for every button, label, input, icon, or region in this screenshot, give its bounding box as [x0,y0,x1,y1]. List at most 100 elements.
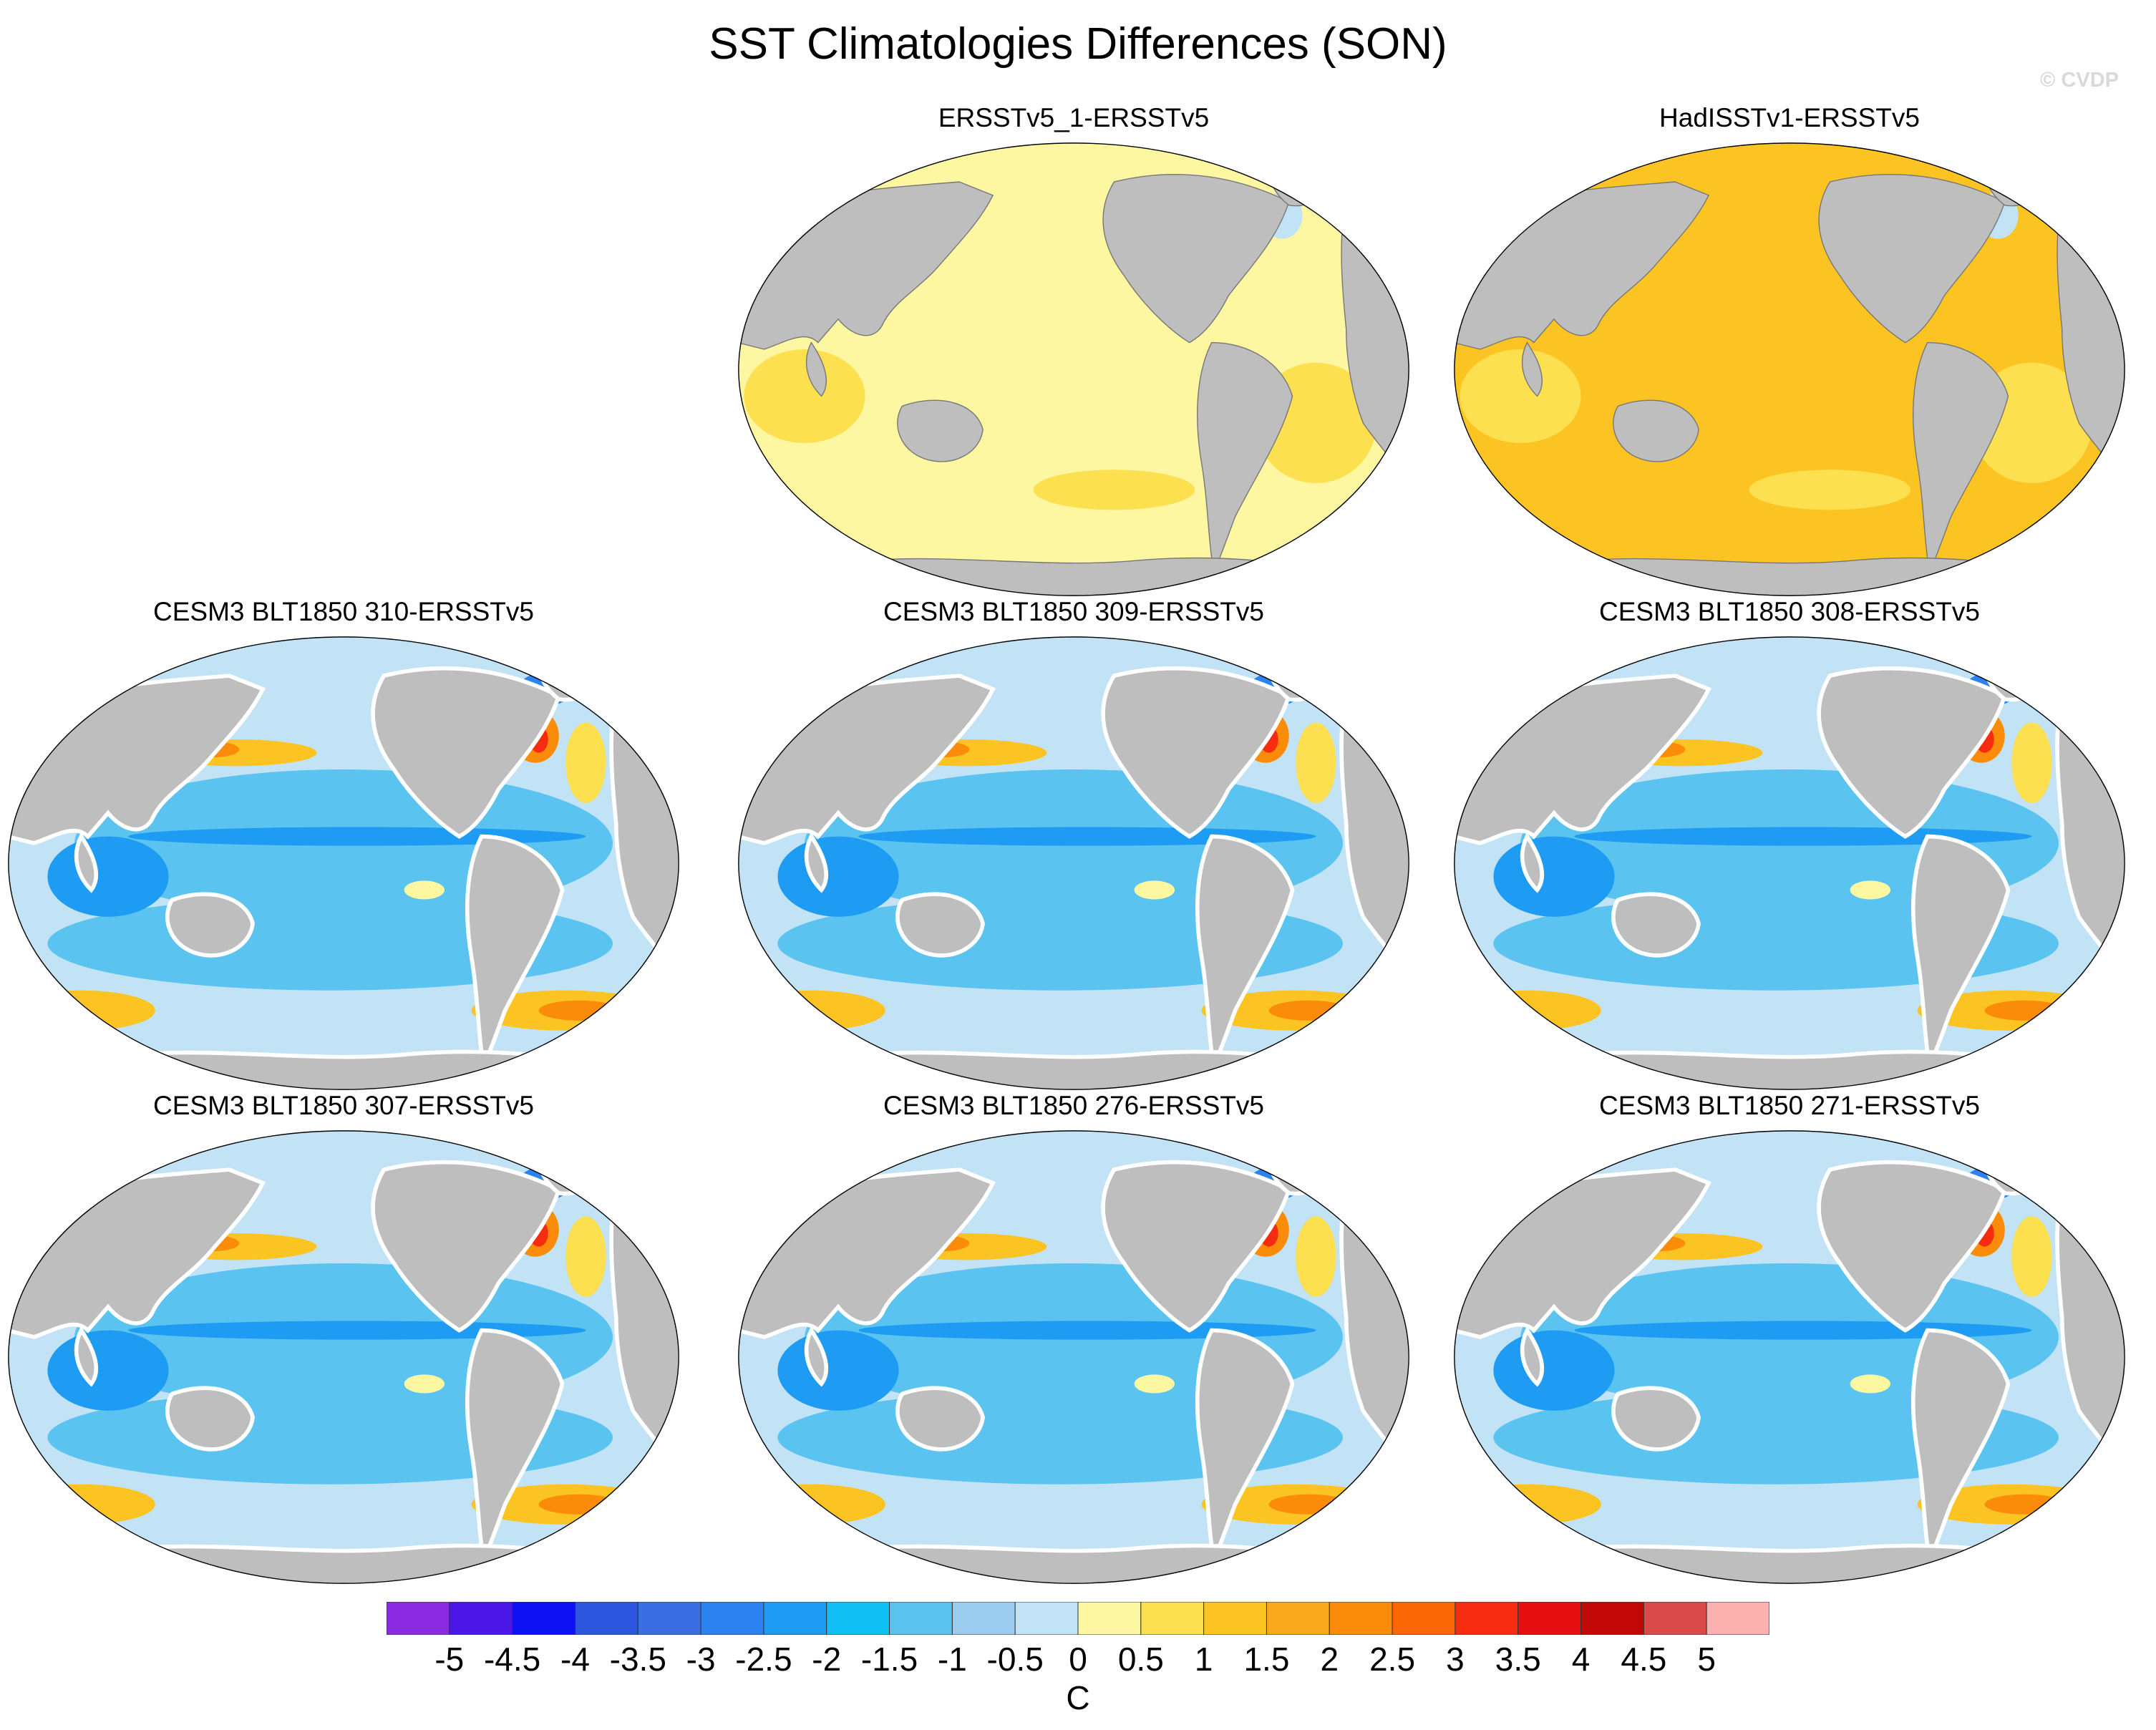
colorbar-units: C [1066,1679,1090,1716]
north-atlantic-warm [1296,722,1336,803]
south-america-land [465,834,565,1069]
india-land [805,341,827,397]
south-america-land [1910,1328,2011,1563]
south-america-land [1197,341,1293,572]
colorbar-swatch [637,1602,701,1635]
map-boundary [1454,142,2125,596]
colorbar-tick-label: -2.5 [735,1641,792,1678]
colorbar-swatch [1518,1602,1582,1635]
colorbar-tick-label: -2 [812,1641,842,1678]
india-land [804,832,829,893]
indian-ocean-cold-core [1493,1330,1615,1411]
figure-title: SST Climatologies Differences (SON) [709,19,1447,69]
india-land [1521,341,1543,397]
australia-land [1613,399,1699,462]
arctic-cold [817,642,899,669]
equatorial-cold-tongue [858,827,1316,846]
south-pacific-warm [1033,470,1195,510]
colorbar-swatch [1077,1602,1142,1635]
south-america-land [1913,341,2009,572]
indian-ocean-cold-core [47,1330,169,1411]
colorbar-swatch [1392,1602,1456,1635]
map-boundary [738,1130,1409,1584]
panel-title: CESM3 BLT1850 307-ERSSTv5 [153,1091,534,1120]
colorbar-tick-label: 4.5 [1621,1641,1667,1678]
indian-ocean-cold-core [777,1330,899,1411]
colorbar-tick-label: -1.5 [860,1641,918,1678]
colorbar-tick-label: 5 [1697,1641,1716,1678]
colorbar-tick-label: 2 [1320,1641,1339,1678]
north-america-land [1817,1160,2008,1333]
robinson-map [1454,142,2125,596]
north-atlantic-warm [2011,1216,2052,1297]
antarctica-land [8,1543,679,1584]
north-atlantic-warm [1296,1216,1336,1297]
equatorial-cold-tongue [128,827,586,846]
india-land [74,1326,99,1387]
antarctica-land [738,1543,1409,1584]
colorbar-tick-label: 1 [1194,1641,1213,1678]
panel-title: ERSSTv5_1-ERSSTv5 [938,103,1210,132]
antarctica-land [8,1049,679,1090]
colorbar-swatch [1455,1602,1519,1635]
colorbar-tick-label: 2.5 [1369,1641,1416,1678]
india-land [804,1326,829,1387]
colorbar-swatch [449,1602,513,1635]
colorbar-swatch [951,1602,1016,1635]
antarctica-land [1454,1543,2125,1584]
colorbar-swatches [387,1602,1769,1635]
southern-ocean-warm-west [8,990,155,1031]
panel-title: CESM3 BLT1850 271-ERSSTv5 [1599,1091,1980,1120]
peru-warm-patch [404,1374,445,1394]
antarctica-land [738,557,1409,596]
map-panel: CESM3 BLT1850 276-ERSSTv5 [730,1089,1417,1590]
colorbar-swatch [1580,1602,1644,1635]
colorbar-tick-label: -3.5 [609,1641,666,1678]
greenland-land [1266,1150,1346,1196]
indian-ocean-warm [1460,349,1581,443]
colorbar [387,1602,1769,1635]
colorbar-tick-label: 3 [1446,1641,1465,1678]
indian-ocean-cold-core [47,836,169,917]
colorbar-swatch [889,1602,953,1635]
peru-warm-patch [1134,1374,1175,1394]
robinson-map [1454,636,2125,1090]
antarctica-land [738,1049,1409,1090]
equatorial-cold-tongue [128,1321,586,1340]
south-america-land [1195,834,1295,1069]
north-america-land [371,666,562,839]
greenland-land [1982,1150,2062,1196]
colorbar-swatch [763,1602,827,1635]
map-boundary [8,1130,679,1584]
north-atlantic-warm [2011,722,2052,803]
greenland-land [536,1150,616,1196]
antarctica-land [1454,1049,2125,1090]
arctic-cold [817,1136,899,1163]
robinson-map [8,636,679,1090]
colorbar-tick-label: -1 [937,1641,967,1678]
indian-ocean-warm [744,349,865,443]
colorbar-swatch [512,1602,576,1635]
southern-ocean-warm-west [738,990,885,1031]
colorbar-tick-label: 3.5 [1495,1641,1541,1678]
robinson-map [1454,1130,2125,1584]
map-panel: CESM3 BLT1850 307-ERSSTv5 [0,1089,687,1590]
map-panel: CESM3 BLT1850 308-ERSSTv5 [1446,596,2133,1097]
indian-ocean-cold-core [777,836,899,917]
south-america-land [1910,834,2011,1069]
panel-title: CESM3 BLT1850 309-ERSSTv5 [883,597,1264,626]
panel-title: CESM3 BLT1850 276-ERSSTv5 [883,1091,1264,1120]
south-america-land [465,1328,565,1563]
peru-warm-patch [1850,880,1890,900]
map-boundary [1454,636,2125,1090]
india-land [74,832,99,893]
north-america-land [1102,173,1290,344]
map-panel: CESM3 BLT1850 271-ERSSTv5 [1446,1089,2133,1590]
colorbar-tick-label: 0.5 [1117,1641,1164,1678]
colorbar-tick-label: -3 [686,1641,716,1678]
north-atlantic-warm [565,1216,606,1297]
colorbar-tick-labels: -5 -4.5 -4 -3.5 -3 -2.5 -2 -1.5 -1 -0.5 0 0.5 1 1.5 2 2… [0,1639,2156,1682]
equatorial-cold-tongue [1574,1321,2032,1340]
southern-ocean-warm [1984,543,2106,570]
